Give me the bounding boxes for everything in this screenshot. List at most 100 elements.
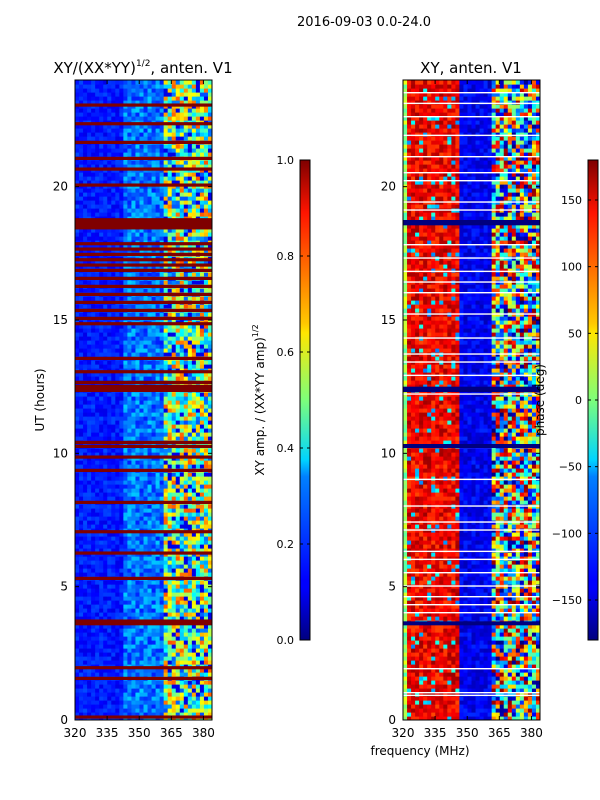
heatmap-cell (131, 180, 137, 185)
heatmap-cell (79, 492, 84, 497)
heatmap-cell (143, 452, 149, 457)
heatmap-cell (203, 432, 209, 437)
heatmap-cell (111, 204, 116, 209)
heatmap-cell (199, 200, 205, 205)
heatmap-cell (167, 196, 173, 201)
heatmap-cell (191, 404, 197, 409)
heatmap-cell (115, 524, 120, 529)
heatmap-cell (159, 652, 165, 657)
heatmap-cell (203, 648, 209, 653)
heatmap-cell (179, 304, 185, 309)
heatmap-cell (135, 188, 141, 193)
heatmap-cell (195, 584, 201, 589)
heatmap-cell (151, 360, 157, 365)
heatmap-cell (143, 136, 149, 141)
heatmap-cell (199, 596, 205, 601)
heatmap-cell (167, 452, 173, 457)
heatmap-cell (187, 180, 193, 185)
heatmap-cell (95, 376, 100, 381)
heatmap-cell (151, 344, 157, 349)
heatmap-cell (103, 160, 108, 165)
heatmap-cell (175, 680, 181, 685)
heatmap-cell (195, 372, 201, 377)
heatmap-cell (87, 372, 92, 377)
heatmap-cell (103, 488, 108, 493)
heatmap-cell (159, 152, 165, 157)
heatmap-cell (135, 236, 141, 241)
heatmap-cell (111, 532, 116, 537)
heatmap-cell (191, 424, 197, 429)
heatmap-cell (179, 672, 185, 677)
heatmap-cell (159, 400, 165, 405)
heatmap-cell (103, 272, 108, 277)
heatmap-cell (175, 196, 181, 201)
heatmap-cell (147, 704, 153, 709)
heatmap-cell (119, 164, 124, 169)
heatmap-cell (139, 148, 145, 153)
heatmap-cell (79, 144, 84, 149)
heatmap-cell (99, 704, 104, 709)
heatmap-cell (139, 520, 145, 525)
heatmap-cell (123, 364, 128, 369)
heatmap-cell (147, 396, 153, 401)
heatmap-cell (155, 236, 161, 241)
heatmap-cell (159, 236, 165, 241)
heatmap-cell (179, 404, 185, 409)
heatmap-cell (131, 304, 137, 309)
heatmap-cell (207, 560, 212, 565)
heatmap-cell (155, 164, 161, 169)
heatmap-cell (179, 196, 185, 201)
heatmap-cell (111, 476, 116, 481)
heatmap-cell (75, 472, 80, 477)
heatmap-cell (151, 680, 157, 685)
heatmap-cell (207, 496, 212, 501)
heatmap-cell (199, 416, 205, 421)
heatmap-cell (103, 560, 108, 565)
heatmap-cell (175, 624, 181, 629)
heatmap-cell (183, 600, 189, 605)
heatmap-cell (199, 508, 205, 513)
heatmap-cell (79, 708, 84, 713)
heatmap-cell (87, 392, 92, 397)
heatmap-cell (171, 700, 177, 705)
heatmap-cell (83, 512, 88, 517)
heatmap-cell (95, 372, 100, 377)
heatmap-cell (191, 712, 197, 717)
heatmap-cell (107, 636, 112, 641)
heatmap-cell (163, 392, 169, 397)
heatmap-cell (147, 536, 153, 541)
heatmap-cell (151, 572, 157, 577)
heatmap-cell (115, 160, 120, 165)
heatmap-cell (203, 688, 209, 693)
heatmap-cell (175, 564, 181, 569)
heatmap-cell (143, 672, 149, 677)
heatmap-cell (199, 228, 205, 233)
heatmap-cell (119, 564, 124, 569)
heatmap-cell (191, 192, 197, 197)
heatmap-cell (183, 536, 189, 541)
heatmap-cell (191, 280, 197, 285)
heatmap-cell (195, 328, 201, 333)
heatmap-cell (79, 460, 84, 465)
heatmap-cell (163, 312, 169, 317)
heatmap-cell (99, 464, 104, 469)
heatmap-cell (143, 476, 149, 481)
heatmap-cell (167, 424, 173, 429)
heatmap-cell (207, 704, 212, 709)
heatmap-cell (123, 608, 128, 613)
heatmap-cell (87, 580, 92, 585)
heatmap-cell (135, 280, 141, 285)
heatmap-cell (183, 692, 189, 697)
heatmap-cell (91, 704, 96, 709)
heatmap-cell (99, 644, 104, 649)
heatmap-cell (107, 548, 112, 553)
heatmap-cell (175, 652, 181, 657)
heatmap-cell (147, 660, 153, 665)
heatmap-cell (171, 424, 177, 429)
heatmap-cell (187, 420, 193, 425)
heatmap-cell (139, 324, 145, 329)
heatmap-cell (147, 432, 153, 437)
heatmap-cell (91, 656, 96, 661)
heatmap-cell (119, 484, 124, 489)
heatmap-cell (123, 204, 128, 209)
